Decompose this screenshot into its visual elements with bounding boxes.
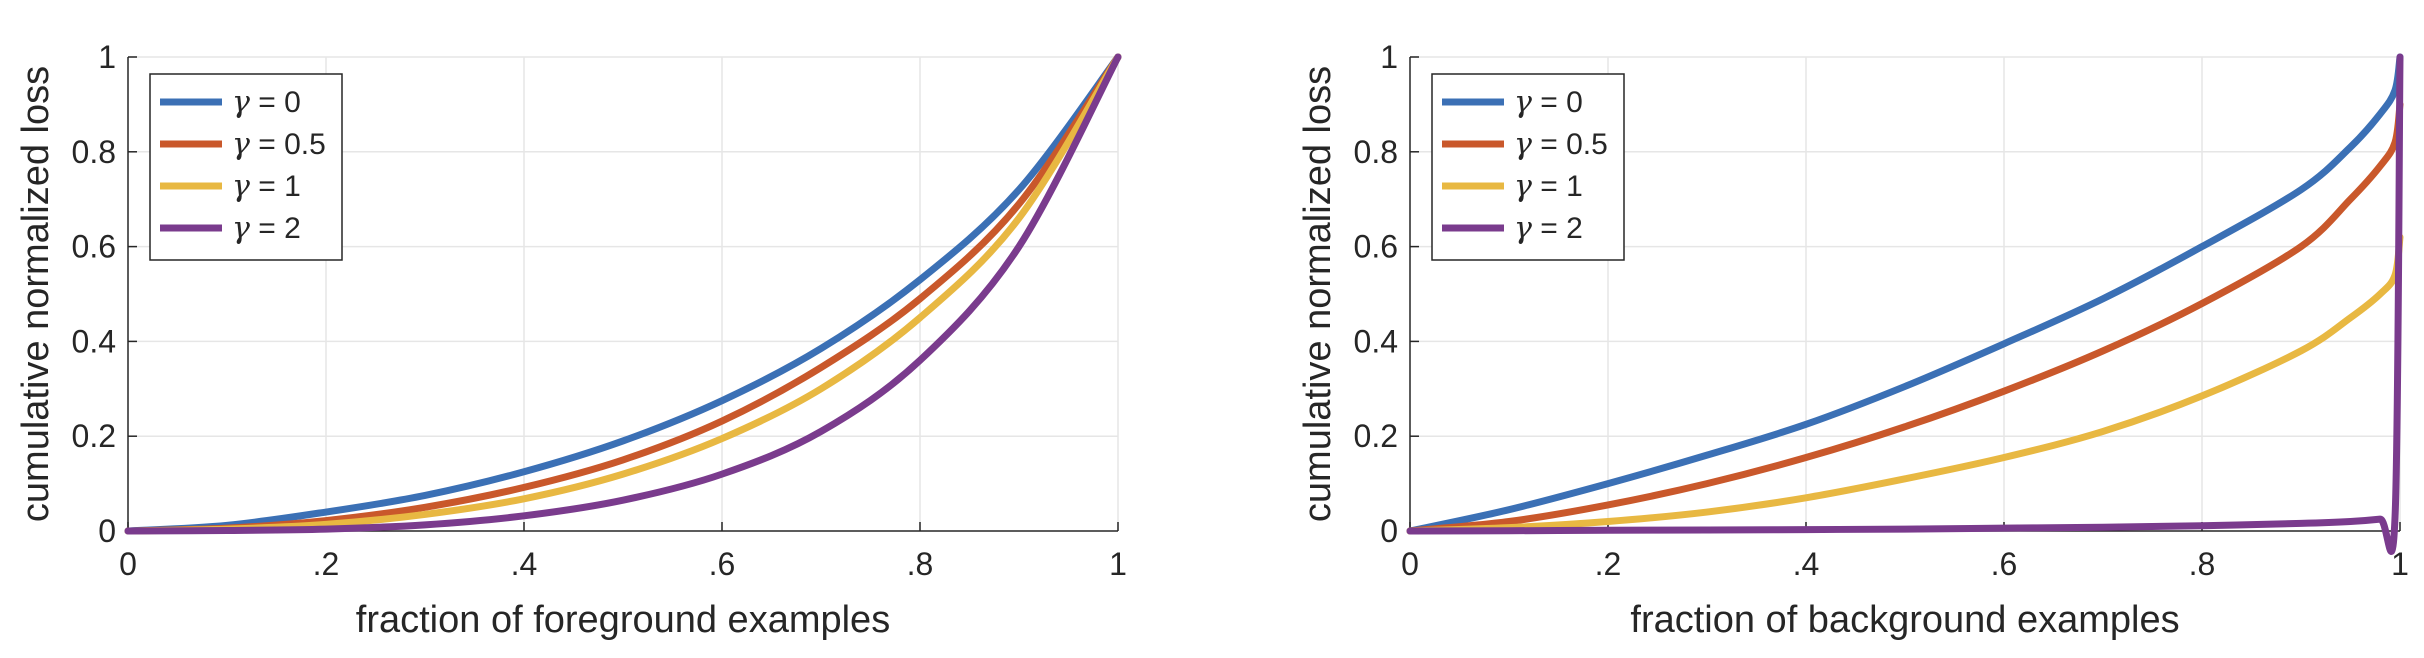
y-tick-label: 0.4 — [72, 323, 116, 359]
series-line-3 — [124, 53, 1122, 535]
x-tick-label: .6 — [709, 546, 736, 582]
series-line-1 — [1406, 53, 2404, 535]
x-axis-label: fraction of foreground examples — [356, 599, 890, 641]
y-tick-label: 0.8 — [72, 134, 116, 170]
y-tick-label: 0.6 — [72, 229, 116, 265]
x-tick-label: .8 — [907, 546, 934, 582]
legend-symbol: γ — [232, 127, 250, 162]
legend-label: γ = 0 — [232, 85, 301, 120]
legend-symbol: γ — [1514, 169, 1532, 204]
legend-label: γ = 0 — [1514, 85, 1583, 120]
legend-label: γ = 0.5 — [1514, 127, 1608, 162]
legend-value: = 1 — [250, 170, 301, 203]
x-tick-label: .6 — [1991, 546, 2018, 582]
legend-label: γ = 2 — [1514, 211, 1583, 246]
x-tick-label: .8 — [2189, 546, 2216, 582]
series-line-3 — [1406, 233, 2404, 535]
legend-value: = 0 — [250, 86, 301, 119]
legend-value: = 0.5 — [1532, 128, 1608, 161]
series-line-2 — [1406, 100, 2404, 535]
legend-symbol: γ — [1514, 85, 1532, 120]
legend-symbol: γ — [1514, 211, 1532, 246]
legend-symbol: γ — [232, 211, 250, 246]
legend-value: = 2 — [1532, 212, 1583, 245]
legend-label: γ = 1 — [1514, 169, 1583, 204]
legend: γ = 0γ = 0.5γ = 1γ = 2 — [149, 73, 343, 261]
y-tick-label: 1 — [1380, 39, 1398, 75]
series-line-4 — [1406, 53, 2404, 555]
legend-value: = 1 — [1532, 170, 1583, 203]
x-tick-label: 1 — [2391, 546, 2409, 582]
legend: γ = 0γ = 0.5γ = 1γ = 2 — [1431, 73, 1625, 261]
legend-symbol: γ — [232, 169, 250, 204]
x-tick-label: .4 — [1793, 546, 1820, 582]
y-tick-label: 0 — [1380, 513, 1398, 549]
y-tick-label: 0.8 — [1354, 134, 1398, 170]
y-axis-label: cumulative normalized loss — [1297, 66, 1339, 522]
legend-label: γ = 1 — [232, 169, 301, 204]
y-tick-label: 0 — [98, 513, 116, 549]
legend-value: = 2 — [250, 212, 301, 245]
y-tick-label: 1 — [98, 39, 116, 75]
legend-value: = 0 — [1532, 86, 1583, 119]
x-axis-label: fraction of background examples — [1630, 599, 2179, 641]
legend-value: = 0.5 — [250, 128, 326, 161]
series-line-1 — [124, 53, 1122, 535]
y-axis-label: cumulative normalized loss — [15, 66, 57, 522]
y-tick-label: 0.6 — [1354, 229, 1398, 265]
y-tick-label: 0.2 — [72, 418, 116, 454]
x-tick-label: .2 — [313, 546, 340, 582]
legend-label: γ = 2 — [232, 211, 301, 246]
series-line-4 — [124, 53, 1122, 535]
x-tick-label: 0 — [1401, 546, 1419, 582]
y-tick-label: 0.2 — [1354, 418, 1398, 454]
legend-symbol: γ — [1514, 127, 1532, 162]
y-tick-label: 0.4 — [1354, 323, 1398, 359]
x-tick-label: 0 — [119, 546, 137, 582]
x-tick-label: 1 — [1109, 546, 1127, 582]
x-tick-label: .4 — [511, 546, 538, 582]
legend-label: γ = 0.5 — [232, 127, 326, 162]
legend-symbol: γ — [232, 85, 250, 120]
x-tick-label: .2 — [1595, 546, 1622, 582]
